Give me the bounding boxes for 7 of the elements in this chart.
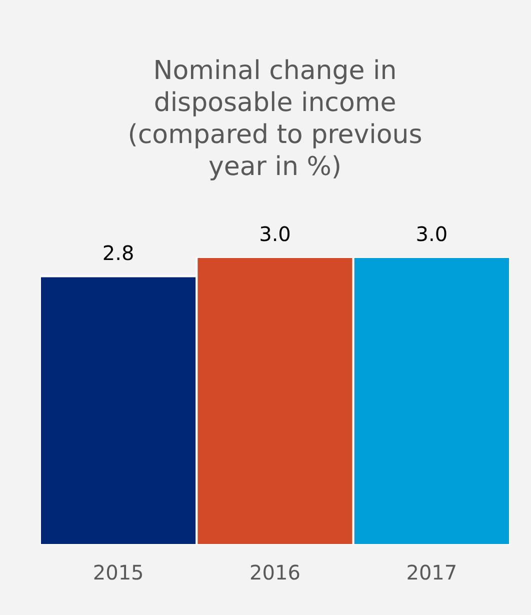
x-tick-label: 2016 (250, 560, 300, 584)
chart-title: Nominal change in disposable income (compared to previous year in %) (128, 56, 422, 182)
x-tick-label: 2017 (406, 560, 458, 584)
data-label: 3.0 (416, 222, 448, 246)
data-label: 2.8 (102, 241, 134, 266)
x-tick-label: 2015 (92, 560, 144, 584)
data-label: 3.0 (259, 222, 291, 246)
